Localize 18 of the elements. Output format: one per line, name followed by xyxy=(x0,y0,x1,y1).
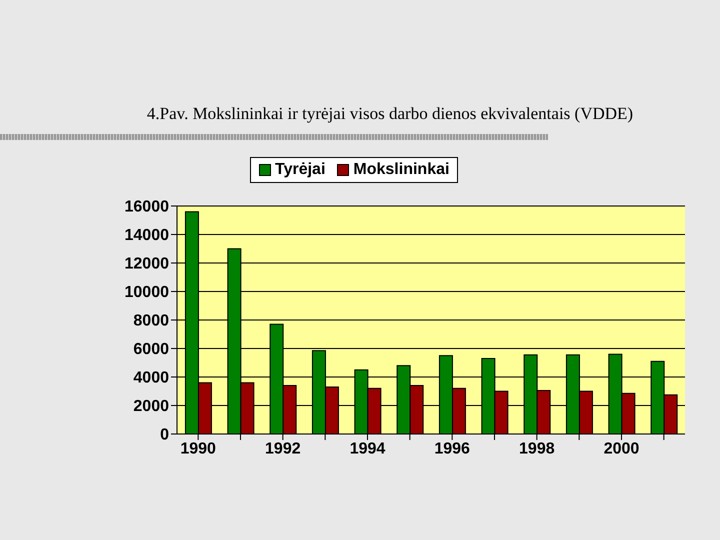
x-tick-label: 1992 xyxy=(265,440,301,458)
y-tick-label: 14000 xyxy=(124,227,170,244)
x-tick-label: 1990 xyxy=(180,440,216,458)
x-tick-label: 1996 xyxy=(434,440,470,458)
y-tick-label: 2000 xyxy=(133,398,170,416)
legend-label: Mokslininkai xyxy=(352,161,450,179)
y-tick-label: 0 xyxy=(160,426,170,444)
legend-label: Tyrėjai xyxy=(274,161,326,179)
y-tick-label: 8000 xyxy=(133,312,170,330)
y-tick-label: 12000 xyxy=(124,256,170,273)
x-tick-label: 1994 xyxy=(350,440,386,458)
y-tick-label: 6000 xyxy=(133,341,170,358)
x-tick-label: 2000 xyxy=(604,440,640,458)
chart-title: 4.Pav. Mokslininkai ir tyrėjai visos darbo dienos ekvivalentais (VDDE) xyxy=(146,104,634,124)
x-tick-label: 1998 xyxy=(519,440,555,458)
y-tick-label: 16000 xyxy=(124,198,170,216)
y-tick-label: 10000 xyxy=(124,284,170,302)
y-tick-label: 4000 xyxy=(133,370,170,387)
